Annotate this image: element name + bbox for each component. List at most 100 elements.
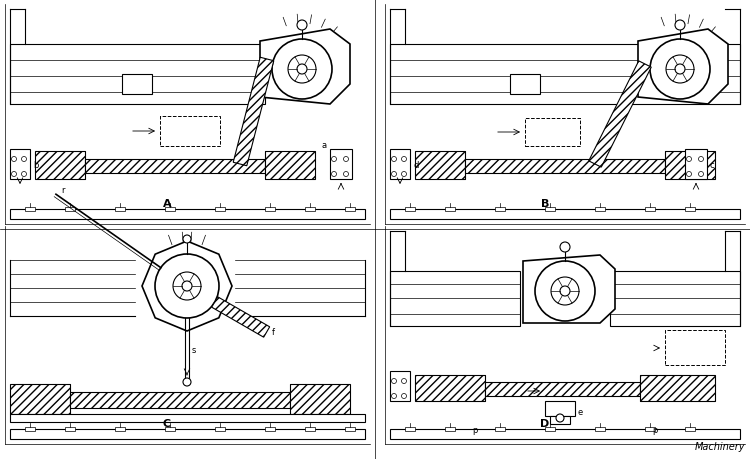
Circle shape: [22, 172, 26, 177]
Bar: [495, 427, 505, 431]
Bar: [390, 150, 410, 179]
Bar: [645, 427, 655, 431]
Circle shape: [686, 172, 692, 177]
Circle shape: [551, 277, 579, 305]
Bar: [345, 427, 355, 431]
Circle shape: [560, 286, 570, 297]
Bar: [545, 401, 575, 416]
Text: p: p: [652, 425, 658, 434]
Bar: [485, 382, 640, 396]
Text: p: p: [472, 425, 478, 434]
Circle shape: [22, 157, 26, 162]
Bar: [10, 384, 70, 414]
Circle shape: [698, 172, 703, 177]
Circle shape: [675, 65, 685, 75]
Polygon shape: [211, 297, 270, 337]
Text: C: C: [163, 418, 171, 428]
Bar: [405, 207, 415, 212]
Bar: [165, 427, 175, 431]
Circle shape: [183, 378, 191, 386]
Text: D: D: [540, 418, 550, 428]
Bar: [525, 119, 580, 147]
Bar: [390, 45, 740, 105]
Bar: [10, 210, 365, 219]
Circle shape: [183, 235, 191, 243]
Bar: [25, 427, 35, 431]
Circle shape: [392, 379, 397, 384]
Circle shape: [675, 21, 685, 31]
Circle shape: [332, 157, 337, 162]
Bar: [35, 151, 85, 179]
Bar: [265, 427, 275, 431]
Circle shape: [650, 40, 710, 100]
Circle shape: [173, 272, 201, 300]
Bar: [465, 160, 665, 174]
Bar: [685, 150, 707, 179]
Bar: [665, 330, 725, 365]
Bar: [595, 207, 605, 212]
Bar: [25, 207, 35, 212]
Text: c: c: [710, 160, 715, 169]
Circle shape: [401, 394, 406, 398]
Bar: [405, 427, 415, 431]
Text: a: a: [322, 140, 327, 149]
Bar: [445, 207, 455, 212]
Bar: [115, 207, 125, 212]
Bar: [345, 207, 355, 212]
Circle shape: [401, 157, 406, 162]
Bar: [495, 207, 505, 212]
Bar: [610, 271, 740, 326]
Bar: [160, 117, 220, 147]
Circle shape: [401, 172, 406, 177]
Bar: [645, 207, 655, 212]
Bar: [390, 271, 520, 326]
Circle shape: [11, 157, 16, 162]
Text: r: r: [61, 185, 64, 194]
Bar: [685, 427, 695, 431]
Bar: [640, 375, 715, 401]
Bar: [65, 207, 75, 212]
Bar: [415, 151, 465, 179]
Bar: [10, 150, 30, 179]
Bar: [122, 75, 152, 95]
Circle shape: [288, 56, 316, 84]
Circle shape: [344, 157, 349, 162]
Bar: [545, 207, 555, 212]
Circle shape: [344, 172, 349, 177]
Text: s: s: [192, 346, 196, 355]
Circle shape: [401, 379, 406, 384]
Bar: [10, 45, 265, 105]
Bar: [305, 427, 315, 431]
Polygon shape: [638, 30, 728, 105]
Bar: [290, 384, 350, 414]
Circle shape: [392, 157, 397, 162]
Bar: [415, 375, 485, 401]
Bar: [305, 207, 315, 212]
Bar: [165, 207, 175, 212]
Bar: [445, 427, 455, 431]
Text: d: d: [413, 160, 419, 169]
Circle shape: [535, 262, 595, 321]
Bar: [65, 427, 75, 431]
Text: e: e: [577, 408, 582, 417]
Circle shape: [666, 56, 694, 84]
Text: b: b: [33, 160, 38, 169]
Bar: [215, 427, 225, 431]
Bar: [390, 429, 740, 439]
Bar: [70, 392, 290, 408]
Circle shape: [560, 242, 570, 252]
Bar: [510, 75, 540, 95]
Text: Machinery: Machinery: [694, 441, 745, 451]
Polygon shape: [260, 30, 350, 105]
Polygon shape: [589, 62, 651, 168]
Circle shape: [297, 21, 307, 31]
Text: A: A: [163, 199, 171, 208]
Circle shape: [392, 394, 397, 398]
Bar: [390, 371, 410, 401]
Circle shape: [332, 172, 337, 177]
Circle shape: [556, 414, 564, 422]
Circle shape: [155, 254, 219, 318]
Circle shape: [272, 40, 332, 100]
Bar: [10, 414, 365, 422]
Text: B: B: [541, 199, 549, 208]
